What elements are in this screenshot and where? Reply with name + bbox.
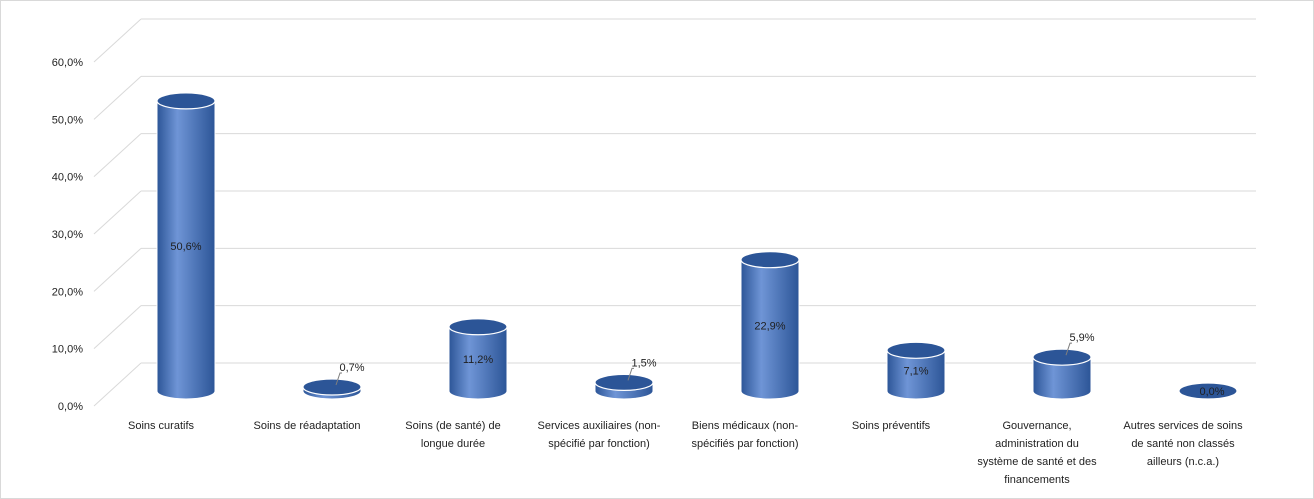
category-label-line: ailleurs (n.c.a.) xyxy=(1147,456,1219,468)
data-label: 11,2% xyxy=(463,354,494,366)
gridline-diagonal xyxy=(93,247,142,292)
category-label-line: Soins (de santé) de xyxy=(405,420,500,432)
y-tick-label: 50,0% xyxy=(52,114,83,126)
bar-cylinder-top xyxy=(740,251,800,269)
y-tick-label: 20,0% xyxy=(52,286,83,298)
gridlines xyxy=(93,18,1256,407)
bar-cylinder-top xyxy=(594,373,654,391)
gridline-diagonal xyxy=(93,362,142,407)
category-label-line: Autres services de soins xyxy=(1123,420,1243,432)
data-label: 0,7% xyxy=(339,362,364,374)
category-label-line: Biens médicaux (non- xyxy=(692,420,799,432)
bar-cylinder-body xyxy=(156,100,216,400)
y-tick-label: 40,0% xyxy=(52,172,83,184)
category-label-line: financements xyxy=(1004,474,1070,486)
y-tick-label: 0,0% xyxy=(58,401,83,413)
category-label: Soins préventifs xyxy=(852,420,931,432)
data-label-leader xyxy=(1065,342,1072,356)
category-label-line: Gouvernance, xyxy=(1002,420,1071,432)
data-label: 22,9% xyxy=(754,320,785,332)
bar-cylinder-body xyxy=(1032,356,1092,400)
category-label-line: spécifié par fonction) xyxy=(548,438,650,450)
y-tick-label: 10,0% xyxy=(52,344,83,356)
bar-cylinder-top xyxy=(1178,382,1238,400)
data-label: 50,6% xyxy=(170,241,201,253)
bar-cylinder-body xyxy=(740,259,800,400)
category-label-line: Services auxiliaires (non- xyxy=(538,420,661,432)
data-label: 0,0% xyxy=(1199,386,1224,398)
data-label: 5,9% xyxy=(1069,332,1094,344)
data-labels: 50,6% 0,7% 11,2% 1,5% 22,9% 7,1% 5,9% 0,0% xyxy=(170,241,1224,398)
category-label: Biens médicaux (non-spécifiés par foncti… xyxy=(692,420,799,450)
bar-cylinder-body xyxy=(886,349,946,400)
gridline-diagonal xyxy=(93,133,142,178)
category-label-line: de santé non classés xyxy=(1131,438,1235,450)
bars xyxy=(156,92,1238,400)
gridline-diagonal xyxy=(93,190,142,235)
category-label-line: Soins de réadaptation xyxy=(253,420,360,432)
bar-cylinder-top xyxy=(448,318,508,336)
category-label-line: administration du xyxy=(995,438,1079,450)
category-label-line: système de santé et des xyxy=(977,456,1097,468)
category-label: Soins curatifs xyxy=(128,420,195,432)
gridline-diagonal xyxy=(93,75,142,120)
data-label: 7,1% xyxy=(903,366,928,378)
bar-cylinder-top xyxy=(1032,348,1092,366)
gridline-diagonal xyxy=(93,305,142,350)
gridline-diagonal xyxy=(93,18,142,63)
data-label: 1,5% xyxy=(631,357,656,369)
y-tick-label: 60,0% xyxy=(52,57,83,69)
category-label: Autres services de soins de santé non cla… xyxy=(1123,420,1243,468)
data-label-leader xyxy=(335,372,342,386)
category-label-line: Soins curatifs xyxy=(128,420,195,432)
category-label: Soins de réadaptation xyxy=(253,420,360,432)
bar-cylinder-top xyxy=(156,92,216,110)
category-label: Services auxiliaires (non-spécifié par f… xyxy=(538,420,661,450)
category-label: Soins (de santé) de longue durée xyxy=(405,420,500,450)
bar-cylinder-top xyxy=(886,341,946,359)
y-tick-label: 30,0% xyxy=(52,229,83,241)
bar-cylinder-body xyxy=(448,326,508,400)
bar-cylinder-top xyxy=(302,378,362,396)
y-axis-ticks: 0,0% 10,0% 20,0% 30,0% 40,0% 50,0% 60,0% xyxy=(52,57,83,413)
data-label-leader xyxy=(627,367,634,381)
category-labels: Soins curatifs Soins de réadaptation Soins… xyxy=(128,420,1243,486)
category-label: Gouvernance, administration du système de … xyxy=(977,420,1097,486)
category-label-line: longue durée xyxy=(421,438,485,450)
category-label-line: spécifiés par fonction) xyxy=(692,438,799,450)
category-label-line: Soins préventifs xyxy=(852,420,931,432)
